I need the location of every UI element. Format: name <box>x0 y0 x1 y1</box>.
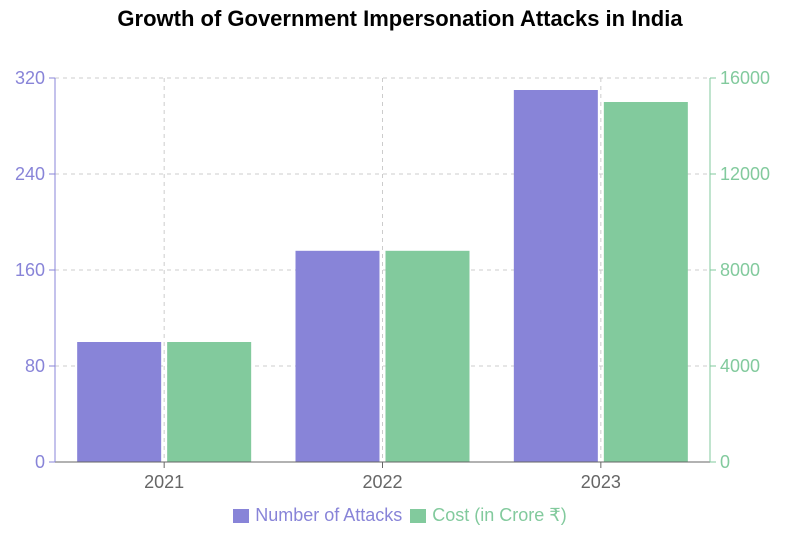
x-tick-label: 2023 <box>581 472 621 492</box>
bar-attacks-2023 <box>513 90 598 462</box>
y-right-tick-label: 12000 <box>720 164 770 184</box>
y-right-tick-label: 8000 <box>720 260 760 280</box>
bar-attacks-2021 <box>77 342 162 462</box>
y-left-tick-label: 80 <box>25 356 45 376</box>
bar-cost-2021 <box>167 342 252 462</box>
bar-attacks-2022 <box>295 250 380 462</box>
x-tick-label: 2022 <box>362 472 402 492</box>
legend-label: Number of Attacks <box>255 505 403 525</box>
legend-item[interactable]: Number of Attacks <box>233 505 402 526</box>
bar-cost-2022 <box>385 250 470 462</box>
y-right-tick-label: 16000 <box>720 68 770 88</box>
y-right-tick-label: 0 <box>720 452 730 472</box>
y-left-tick-label: 240 <box>15 164 45 184</box>
y-left-tick-label: 0 <box>35 452 45 472</box>
legend-swatch <box>410 508 427 523</box>
legend-swatch <box>233 508 250 523</box>
legend-label: Cost (in Crore ₹) <box>432 505 567 525</box>
x-tick-label: 2021 <box>144 472 184 492</box>
bar-cost-2023 <box>603 102 688 462</box>
chart-title: Growth of Government Impersonation Attac… <box>117 6 683 31</box>
legend: Number of Attacks Cost (in Crore ₹) <box>0 505 800 528</box>
y-right-tick-label: 4000 <box>720 356 760 376</box>
y-left-tick-label: 160 <box>15 260 45 280</box>
y-left-tick-label: 320 <box>15 68 45 88</box>
legend-item[interactable]: Cost (in Crore ₹) <box>410 505 567 526</box>
